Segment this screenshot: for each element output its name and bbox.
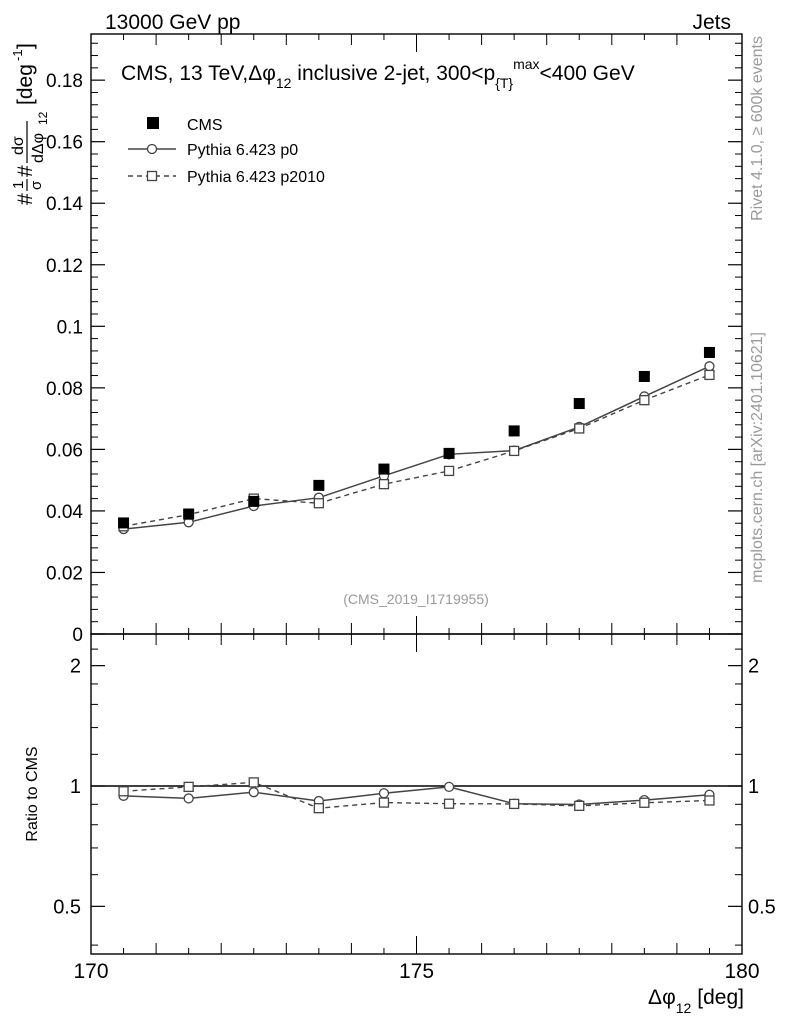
ratio-p2010-point (639, 797, 650, 808)
cms-point (573, 398, 585, 410)
ratio-p2010-point (704, 795, 715, 806)
y-tick-label: 0.08 (46, 379, 83, 400)
y-tick-label: 0.16 (46, 133, 83, 154)
y-tick-label: 0.1 (57, 317, 83, 338)
series-p0-line (123, 365, 710, 530)
ratio-p2010-point (118, 786, 129, 797)
ratio-p2010-point (508, 798, 520, 810)
p2010-point (574, 423, 585, 434)
ratio-p2010-point (183, 781, 194, 793)
series-p2010-line (123, 374, 710, 527)
p2010-point (704, 369, 715, 381)
y-tick-label: 0.18 (46, 71, 83, 92)
legend-cms-label: CMS (187, 117, 223, 134)
ratio-p2010-point (313, 803, 325, 814)
x-tick-label: 170 (73, 960, 108, 983)
ratio-tick-label-right: 1 (748, 776, 759, 798)
ratio-p2010-line (123, 781, 710, 809)
svg-text:dσ: dσ (10, 136, 27, 155)
y-tick-label: 0.04 (46, 502, 83, 523)
cms-point (118, 517, 130, 529)
svg-text:12: 12 (36, 111, 50, 125)
ratio-p0-point (183, 793, 194, 804)
legend-p2010-marker (146, 170, 158, 182)
legend-p0-label: Pythia 6.423 p0 (187, 142, 298, 159)
p0-point (704, 361, 715, 372)
cms-point (443, 447, 455, 459)
ratio-p2010-point (248, 777, 259, 788)
ratio-p2010-point (574, 800, 585, 811)
legend-p0-marker (146, 143, 158, 155)
cms-point (313, 479, 325, 491)
svg-text:-1: -1 (10, 49, 25, 61)
svg-text:#: # (14, 193, 37, 205)
svg-text:]: ] (14, 43, 37, 49)
cms-point (378, 463, 390, 475)
ratio-tick-label: 1 (70, 776, 81, 798)
p2010-point (508, 445, 520, 457)
svg-text:#: # (14, 165, 37, 177)
ratio-y-axis-label: Ratio to CMS (24, 746, 41, 841)
svg-text:[deg: [deg (14, 64, 37, 105)
svg-text:σ: σ (28, 180, 45, 190)
cms-point (183, 508, 195, 520)
main-axis-ticks: 0 0.02 0.04 0.06 0.08 0.1 0.12 0.14 0.16 0.18 (46, 34, 743, 646)
side-text-bottom: mcplots.cern.ch [arXiv:2401.10621] (749, 332, 766, 583)
analysis-watermark: (CMS_2019_I1719955) (343, 591, 489, 607)
chart-title: CMS, 13 TeV,Δφ12 inclusive 2-jet, 300<p{… (121, 56, 635, 91)
ratio-p2010-point (443, 798, 455, 809)
p2010-point (443, 465, 455, 477)
ratio-p2010-point (378, 797, 390, 808)
ratio-axis-ticks: 170 175 180 0.5 0.5 1 1 2 2 (53, 634, 776, 983)
x-tick-label: 175 (399, 960, 434, 983)
y-tick-label: 0.06 (46, 440, 83, 461)
y-tick-label: 0.14 (46, 194, 83, 215)
p2010-point (313, 498, 325, 509)
cms-point (248, 495, 260, 507)
ratio-tick-label-right: 0.5 (748, 896, 776, 918)
ratio-p0-point (248, 787, 259, 798)
y-tick-label: 0.12 (46, 256, 83, 277)
cms-point (703, 346, 715, 358)
ratio-tick-label-right: 2 (748, 656, 759, 678)
svg-text:1: 1 (10, 181, 27, 189)
y-axis-label: # 1 σ # dσ dΔφ 12 [deg -1 ] (10, 43, 50, 205)
ratio-tick-label: 2 (70, 656, 81, 678)
ratio-p0-line (123, 786, 710, 806)
side-text-top: Rivet 4.1.0, ≥ 600k events (749, 36, 766, 221)
legend-cms-marker (147, 117, 159, 129)
x-axis-label: Δφ12 [deg] (648, 986, 744, 1016)
ratio-plot-area (118, 777, 715, 814)
p2010-point (378, 479, 390, 490)
legend: CMS Pythia 6.423 p0 Pythia 6.423 p2010 (128, 117, 325, 186)
cms-point (508, 425, 520, 437)
x-tick-label: 180 (724, 960, 759, 983)
p2010-point (639, 395, 650, 406)
legend-p2010-label: Pythia 6.423 p2010 (187, 169, 325, 186)
svg-text:dΔφ: dΔφ (30, 133, 47, 163)
y-tick-label: 0.02 (46, 563, 83, 584)
header-right: Jets (692, 11, 731, 34)
cms-point (638, 370, 650, 382)
ratio-p0-point (378, 788, 390, 799)
ratio-tick-label: 0.5 (53, 896, 81, 918)
ratio-p0-point (443, 781, 455, 793)
y-tick-label: 0 (72, 625, 83, 646)
main-plot-area (118, 346, 715, 535)
header-left: 13000 GeV pp (105, 11, 240, 34)
